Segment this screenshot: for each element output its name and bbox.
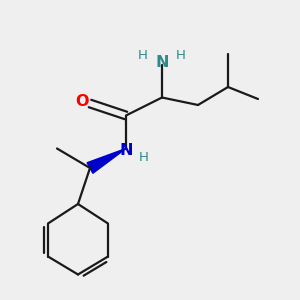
- Text: N: N: [119, 143, 133, 158]
- Text: H: H: [176, 49, 186, 62]
- Text: H: H: [139, 151, 149, 164]
- Polygon shape: [87, 148, 126, 173]
- Text: O: O: [76, 94, 89, 110]
- Text: N: N: [155, 55, 169, 70]
- Text: H: H: [138, 49, 148, 62]
